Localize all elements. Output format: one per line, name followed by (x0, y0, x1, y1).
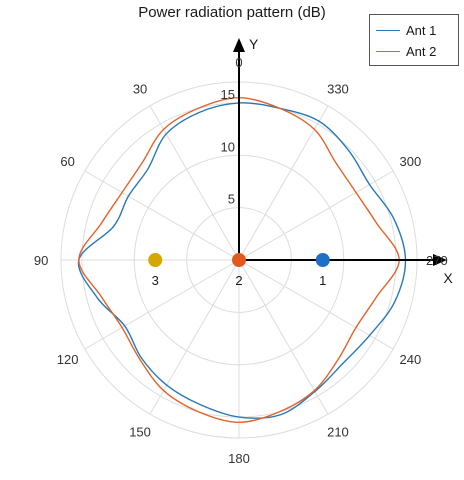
radial-gridline-210 (238, 259, 329, 415)
legend-label-ant-2: Ant 2 (406, 43, 437, 59)
angle-tick-label-270: 270 (426, 253, 448, 268)
radial-gridline-240 (238, 259, 394, 350)
x-axis-arrowhead (433, 254, 447, 266)
angle-tick-label-210: 210 (327, 424, 349, 439)
legend-entry-ant-2: Ant 2 (376, 42, 436, 60)
series-line-2 (78, 97, 400, 423)
radial-gridline-60 (84, 170, 240, 261)
radial-gridline-120 (84, 259, 240, 350)
y-axis-label: Y (249, 36, 259, 52)
angle-tick-label-240: 240 (400, 352, 422, 367)
angle-tick-label-0: 0 (235, 55, 242, 70)
series-line-1 (77, 102, 407, 419)
angle-tick-label-90: 90 (34, 253, 48, 268)
radial-gridline-330 (238, 105, 329, 261)
y-axis-arrowhead (233, 38, 245, 52)
radial-gridline-150 (149, 259, 240, 415)
angle-tick-label-60: 60 (60, 154, 74, 169)
radial-gridline-30 (149, 105, 240, 261)
antenna-label-1: 1 (319, 273, 326, 288)
legend-swatch-ant-2 (376, 50, 400, 52)
legend-label-ant-1: Ant 1 (406, 22, 437, 38)
r-tick-label-15: 15 (221, 87, 235, 102)
radial-gridline-300 (238, 170, 394, 261)
angle-tick-label-30: 30 (133, 82, 147, 97)
angle-tick-label-300: 300 (400, 154, 422, 169)
r-tick-label-5: 5 (228, 192, 235, 207)
antenna-marker-2 (232, 253, 246, 267)
x-axis-label: X (443, 270, 453, 286)
r-tick-label-10: 10 (221, 139, 235, 154)
antenna-marker-3 (148, 253, 163, 267)
antenna-marker-1 (315, 253, 330, 267)
angle-tick-label-330: 330 (327, 82, 349, 97)
antenna-label-2: 2 (235, 273, 242, 288)
legend: Ant 1 Ant 2 (369, 14, 459, 66)
angle-tick-label-180: 180 (228, 451, 250, 466)
legend-entry-ant-1: Ant 1 (376, 21, 436, 39)
chart-title: Power radiation pattern (dB) (138, 4, 326, 21)
angle-tick-label-150: 150 (129, 424, 151, 439)
antenna-label-3: 3 (152, 273, 159, 288)
angle-tick-label-120: 120 (57, 352, 79, 367)
legend-swatch-ant-1 (376, 29, 400, 31)
